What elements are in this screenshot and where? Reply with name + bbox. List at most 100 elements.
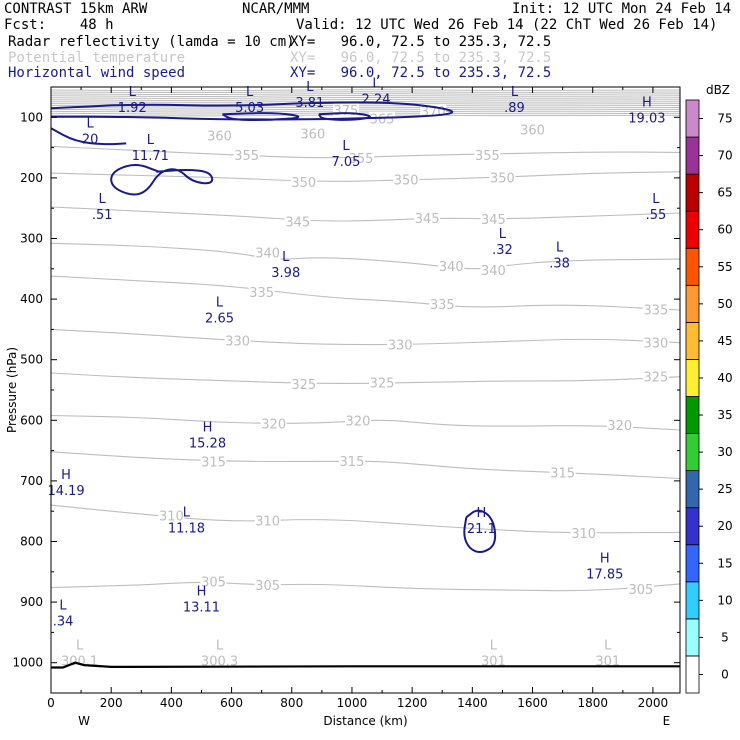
theta-label-bg [642, 369, 669, 384]
wind-extremum-value: 3.98 [271, 266, 300, 281]
colorbar-label: 70 [717, 149, 732, 163]
wind-extremum-value: .32 [492, 243, 513, 258]
theta-label-bg [627, 581, 654, 596]
theta-label-bg [344, 413, 371, 428]
wind-extremum-value: 11.18 [168, 522, 205, 537]
theta-label: 335 [249, 286, 274, 301]
x-end-label-west: W [78, 714, 90, 728]
theta-label: 345 [481, 213, 506, 228]
x-tick-label: 400 [160, 696, 183, 710]
theta-upper-isentrope [51, 108, 680, 111]
theta-label: 335 [644, 303, 669, 318]
theta-label-bg [206, 128, 233, 143]
y-tick-label: 400 [20, 292, 43, 306]
theta-label: 305 [255, 579, 280, 594]
x-tick-label: 200 [100, 696, 123, 710]
theta-label-bg [474, 147, 501, 162]
wind-extremum-value: 20 [82, 132, 99, 147]
x-tick-label: 600 [220, 696, 243, 710]
theta-upper-isentrope [51, 91, 680, 94]
colorbar-label: 50 [717, 297, 732, 311]
field2-xy: XY= 96.0, 72.5 to 235.3, 72.5 [290, 50, 552, 66]
colorbar-swatch [685, 470, 700, 509]
wind-extremum-value: 2.24 [362, 92, 391, 107]
colorbar-label: 75 [717, 112, 732, 126]
theta-upper-isentrope [51, 89, 680, 92]
y-axis-label: Pressure (hPa) [5, 347, 19, 433]
field1-name: Radar reflectivity (lamda = 10 cm) [8, 34, 295, 50]
theta-label: 315 [550, 466, 575, 481]
wind-extremum-marker: H [642, 95, 652, 110]
wind-extremum-marker: H [476, 506, 486, 521]
theta-label-bg [254, 578, 281, 593]
wind-extremum-marker: L [216, 295, 224, 310]
colorbar-label: 30 [717, 445, 732, 459]
theta-label-bg [393, 172, 420, 187]
theta-label: 335 [430, 298, 455, 313]
theta-label: 310 [255, 514, 280, 529]
theta-label: 330 [388, 339, 413, 354]
wind-extremum-marker: H [197, 584, 207, 599]
theta-upper-isentrope [51, 95, 680, 97]
theta-label-bg [248, 284, 275, 299]
theta-label-bg [338, 453, 365, 468]
colorbar-label: 60 [717, 223, 732, 237]
y-tick-label: 600 [20, 413, 43, 427]
theta-upper-isentrope [51, 100, 680, 103]
colorbar-swatch [685, 173, 700, 212]
colorbar-swatch [685, 284, 700, 323]
theta-extremum-marker: L [604, 638, 612, 653]
wind-extremum-marker: H [61, 468, 71, 483]
organization: NCAR/MMM [242, 1, 310, 17]
wind-extremum-marker: L [246, 85, 254, 100]
wind-extremum-marker: L [129, 85, 137, 100]
theta-label-bg [387, 337, 414, 352]
theta-upper-isentrope [51, 112, 680, 115]
y-tick-label: 300 [20, 232, 43, 246]
theta-label: 315 [201, 456, 226, 471]
theta-contour-305 [51, 581, 680, 592]
theta-label-bg [158, 508, 185, 523]
theta-label: 310 [571, 527, 596, 542]
theta-contour-350 [51, 171, 680, 182]
wind-extremum-marker: L [306, 80, 314, 95]
valid-time: Valid: 12 UTC Wed 26 Feb 14 (22 ChT Wed … [296, 17, 718, 33]
theta-label: 355 [475, 149, 500, 164]
wind-extremum-value: 11.71 [132, 149, 169, 164]
theta-label-bg [480, 212, 507, 227]
theta-label-bg [642, 335, 669, 350]
theta-label-bg [290, 376, 317, 391]
wind-extremum-value: .38 [549, 257, 570, 272]
theta-upper-isentrope [51, 97, 680, 99]
x-tick-label: 1600 [517, 696, 548, 710]
colorbar-label: 40 [717, 371, 732, 385]
wind-extremum-marker: L [372, 76, 380, 91]
wind-contour-20 [221, 112, 300, 122]
theta-label: 305 [201, 575, 226, 590]
y-tick-label: 700 [20, 474, 43, 488]
wind-extremum-marker: L [282, 250, 290, 265]
wind-contour-20 [51, 127, 127, 146]
theta-upper-isentrope [51, 93, 680, 96]
wind-extremum-value: 2.65 [205, 311, 234, 326]
y-tick-label: 1000 [12, 656, 43, 670]
theta-label: 320 [261, 417, 286, 432]
wind-extremum-marker: L [556, 241, 564, 256]
theta-extremum-marker: L [490, 638, 498, 653]
colorbar-label: 0 [721, 667, 729, 681]
terrain-line [51, 661, 680, 669]
theta-contour-315 [51, 451, 680, 480]
x-tick-label: 1000 [337, 696, 368, 710]
colorbar-label: 45 [717, 334, 732, 348]
model-title: CONTRAST 15km ARW [4, 1, 148, 17]
theta-extremum-marker: L [76, 638, 84, 653]
colorbar-label: 15 [717, 556, 732, 570]
colorbar-swatch [685, 99, 700, 138]
theta-label: 305 [628, 583, 653, 598]
theta-label-bg [233, 147, 260, 162]
theta-label: 360 [520, 123, 545, 138]
wind-contour-20 [318, 112, 371, 121]
theta-label: 330 [225, 334, 250, 349]
x-axis-label: Distance (km) [323, 714, 407, 728]
